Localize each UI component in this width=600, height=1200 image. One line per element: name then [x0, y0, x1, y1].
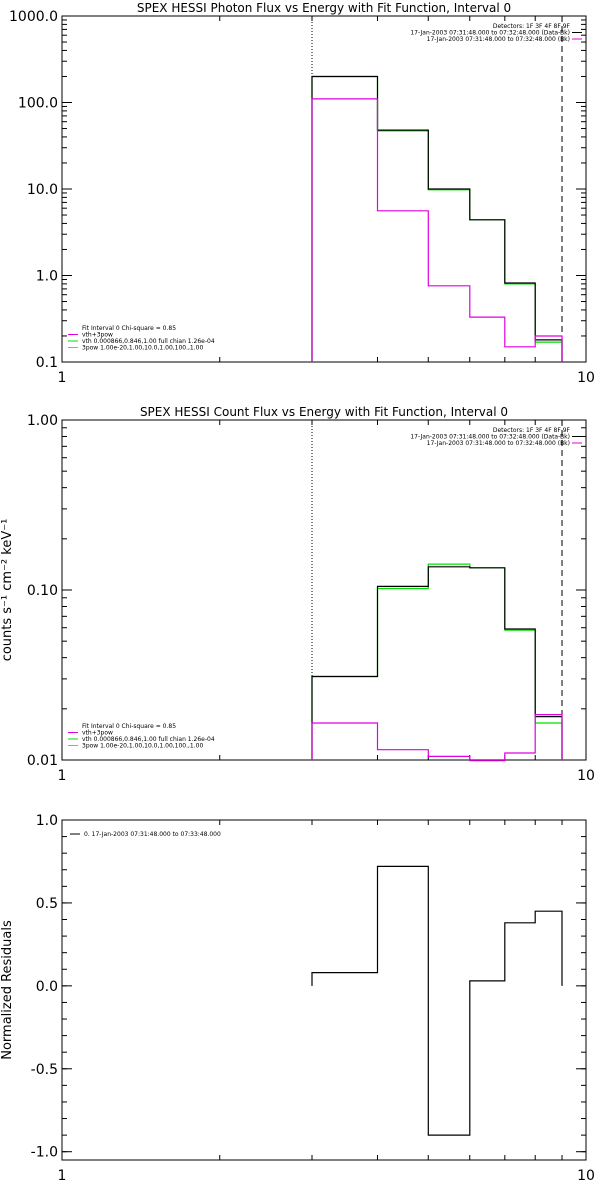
y-tick-label: 1.0 — [36, 813, 58, 829]
y-tick-label: 1.0 — [36, 269, 58, 285]
x-tick-label: 10 — [577, 1168, 595, 1184]
series-black-histogram — [311, 75, 563, 362]
legend-entry: vth+3pow — [82, 730, 113, 737]
plot-frame — [61, 15, 587, 363]
legend-entry: 17-Jan-2003 07:31:48.000 to 07:32:48.000… — [410, 30, 570, 37]
y-tick-label: 0.0 — [36, 979, 58, 995]
legend-entry: 17-Jan-2003 07:31:48.000 to 07:32:48.000… — [427, 440, 570, 447]
x-tick-label: 10 — [577, 768, 595, 784]
legend-entry: Fit Interval 0 Chi-square = 0.85 — [82, 325, 176, 332]
chart-title: SPEX HESSI Photon Flux vs Energy with Fi… — [137, 1, 511, 15]
y-tick-label: 1.00 — [27, 413, 58, 429]
plot-frame — [61, 419, 587, 761]
chart-title: SPEX HESSI Count Flux vs Energy with Fit… — [140, 405, 508, 419]
y-tick-label: 1000.0 — [9, 9, 58, 25]
plot-frame — [61, 819, 587, 1161]
legend-entry: 3pow 1.00e-20,1.00,10.0,1.00,100.,1.00 — [82, 345, 203, 352]
y-tick-label: -1.0 — [31, 1145, 58, 1161]
legend-entry: 17-Jan-2003 07:31:48.000 to 07:32:48.000… — [410, 434, 570, 441]
y-tick-label: -0.5 — [31, 1062, 58, 1078]
series-green-histogram — [311, 563, 563, 760]
y-tick-label: 10.0 — [27, 182, 58, 198]
y-tick-label: 0.01 — [27, 753, 58, 769]
legend-entry: Detectors: 1F 3F 4F 8F 9F — [493, 427, 571, 434]
legend-entry: vth 0.000866,0.846,1.00 full chian 1.26e… — [82, 736, 215, 743]
y-axis-label: counts s⁻¹ cm⁻² keV⁻¹ — [0, 519, 15, 662]
legend-entry: Fit Interval 0 Chi-square = 0.85 — [82, 723, 176, 730]
series-black-histogram — [311, 566, 563, 760]
legend-entry: vth+3pow — [82, 332, 113, 339]
legend-entry: 3pow 1.00e-20,1.00,10.0,1.00,100.,1.00 — [82, 743, 203, 750]
x-tick-label: 1 — [58, 370, 67, 386]
chart-panel-3: Normalized Residuals -1.0 -0.5 0.0 0.5 1.0 1 10… — [0, 813, 595, 1184]
x-tick-label: 10 — [577, 370, 595, 386]
x-tick-label: 1 — [58, 768, 67, 784]
legend-entry: 17-Jan-2003 07:31:48.000 to 07:32:48.000… — [427, 36, 570, 43]
series-green-histogram — [311, 75, 563, 362]
y-tick-label: 100.0 — [18, 96, 58, 112]
legend-entry: Detectors: 1F 3F 4F 8F 9F — [493, 23, 571, 30]
legend-entry: vth 0.000866,0.846,1.00 full chian 1.26e… — [82, 338, 215, 345]
y-axis-label: Normalized Residuals — [0, 920, 15, 1060]
y-tick-label: 0.1 — [36, 355, 58, 371]
legend-entry: 0. 17-Jan-2003 07:31:48.000 to 07:33:48.… — [84, 831, 221, 838]
series-magenta-histogram — [311, 98, 563, 362]
series-black-histogram — [311, 865, 563, 1136]
x-tick-label: 1 — [58, 1168, 67, 1184]
y-tick-label: 0.10 — [27, 583, 58, 599]
chart-panel-2: SPEX HESSI Count Flux vs Energy with Fit… — [0, 405, 595, 784]
y-tick-label: 0.5 — [36, 896, 58, 912]
series-magenta-histogram — [311, 714, 563, 762]
chart-panel-1: SPEX HESSI Photon Flux vs Energy with Fi… — [9, 1, 595, 386]
